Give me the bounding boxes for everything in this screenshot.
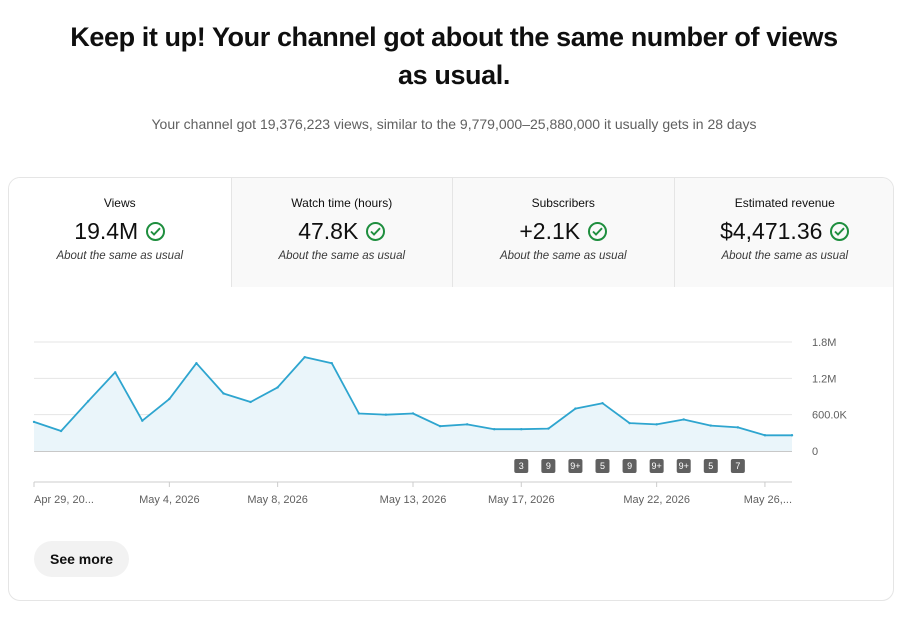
views-area xyxy=(34,357,792,451)
data-point xyxy=(303,355,306,359)
check-circle-icon xyxy=(366,221,386,241)
check-circle-icon xyxy=(146,221,166,241)
y-tick-label: 0 xyxy=(812,446,818,458)
upload-badge-label: 7 xyxy=(735,461,740,471)
data-point xyxy=(763,434,767,437)
data-point xyxy=(438,424,442,428)
data-point xyxy=(32,420,36,424)
data-point xyxy=(790,434,794,437)
tab-status: About the same as usual xyxy=(278,250,406,262)
tab-value-row: 47.8K xyxy=(232,217,453,245)
page-headline: Keep it up! Your channel got about the s… xyxy=(0,18,908,94)
data-point xyxy=(655,423,658,426)
y-tick-label: 1.8M xyxy=(812,337,836,349)
upload-badge xyxy=(595,459,610,473)
data-point xyxy=(168,397,171,401)
tab-subscribers[interactable]: Subscribers +2.1K About the same as usua… xyxy=(452,178,674,287)
tab-value-row: $4,471.36 xyxy=(675,217,894,245)
tab-value: $4,471.36 xyxy=(720,217,823,244)
x-tick-label: May 8, 2026 xyxy=(247,494,308,506)
upload-badge xyxy=(568,459,583,473)
tab-status: About the same as usual xyxy=(721,250,849,262)
tab-label: Watch time (hours) xyxy=(291,196,393,210)
data-point xyxy=(330,361,333,365)
data-point xyxy=(520,428,523,431)
data-point xyxy=(709,424,712,427)
see-more-button[interactable]: See more xyxy=(34,541,130,577)
tab-value: +2.1K xyxy=(519,217,581,244)
data-point xyxy=(249,400,252,404)
data-point xyxy=(547,427,550,430)
data-point xyxy=(465,423,469,426)
data-point xyxy=(276,386,279,389)
x-tick-label: May 4, 2026 xyxy=(139,494,200,506)
upload-badge-label: 9+ xyxy=(679,461,689,471)
data-point xyxy=(141,419,144,422)
tab-value: 19.4M xyxy=(74,217,139,244)
x-tick-label: May 17, 2026 xyxy=(488,494,555,506)
data-point xyxy=(411,412,415,415)
upload-badge xyxy=(730,459,745,473)
upload-badge-label: 3 xyxy=(519,461,524,471)
headline-line-1: Keep it up! Your channel got about the s… xyxy=(70,22,838,52)
data-point xyxy=(601,401,604,405)
data-point xyxy=(195,361,198,365)
tab-label: Estimated revenue xyxy=(734,196,835,210)
tab-estimated-revenue[interactable]: Estimated revenue $4,471.36 About the sa… xyxy=(673,178,894,287)
upload-badge xyxy=(622,459,637,473)
x-tick-label: May 22, 2026 xyxy=(623,494,690,506)
data-point xyxy=(574,407,577,410)
metric-tabs: Views 19.4M About the same as usual Watc… xyxy=(9,178,894,287)
upload-badge-label: 9+ xyxy=(570,461,580,471)
headline-line-2: as usual. xyxy=(398,60,510,90)
upload-badge-label: 9 xyxy=(546,461,551,471)
data-point xyxy=(628,421,631,425)
upload-badge-label: 5 xyxy=(708,461,713,471)
tab-status: About the same as usual xyxy=(499,250,627,262)
check-circle-icon xyxy=(830,221,850,241)
x-tick-label: May 13, 2026 xyxy=(380,494,447,506)
views-summary: Your channel got 19,376,223 views, simil… xyxy=(151,116,757,132)
data-point xyxy=(357,412,361,415)
data-point xyxy=(222,392,225,395)
upload-badge-label: 9+ xyxy=(652,461,662,471)
tab-value-row: +2.1K xyxy=(453,217,674,245)
y-tick-label: 600.0K xyxy=(812,410,848,422)
tab-label: Views xyxy=(103,196,136,210)
tab-status: About the same as usual xyxy=(56,250,184,262)
analytics-card: Views 19.4M About the same as usual Watc… xyxy=(8,177,894,601)
data-point xyxy=(114,371,117,374)
tab-watch-time[interactable]: Watch time (hours) 47.8K About the same … xyxy=(230,178,453,287)
tab-label: Subscribers xyxy=(531,196,595,210)
x-tick-label: May 26,... xyxy=(744,494,792,506)
upload-badge xyxy=(703,459,718,473)
upload-badge-label: 9 xyxy=(627,461,632,471)
x-tick-label: Apr 29, 20... xyxy=(34,494,94,506)
data-point xyxy=(682,418,685,421)
upload-badge-label: 5 xyxy=(600,461,605,471)
data-point xyxy=(59,429,63,433)
data-point xyxy=(736,426,740,429)
upload-badge xyxy=(676,459,691,473)
tab-value-row: 19.4M xyxy=(9,217,231,245)
upload-badge xyxy=(649,459,664,473)
check-circle-icon xyxy=(588,221,608,241)
y-tick-label: 1.2M xyxy=(812,373,836,385)
tab-views[interactable]: Views 19.4M About the same as usual xyxy=(9,178,231,287)
upload-badge xyxy=(541,459,556,473)
data-point xyxy=(493,428,496,431)
upload-badge xyxy=(514,459,529,473)
data-point xyxy=(384,413,388,416)
data-point xyxy=(86,400,90,403)
tab-value: 47.8K xyxy=(298,217,359,244)
views-chart[interactable]: 0 600.0K 1.2M 1.8M 3 9 9+ 5 9 9+ 9+ 5 7 Apr 29, 20...… xyxy=(9,287,894,517)
